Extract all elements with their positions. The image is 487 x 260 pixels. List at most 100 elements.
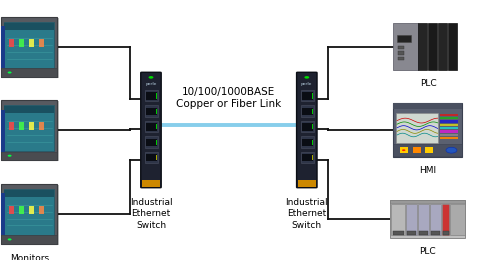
Bar xyxy=(418,23,427,70)
Bar xyxy=(302,92,313,100)
Bar xyxy=(39,122,44,130)
Bar xyxy=(1,184,57,244)
Bar xyxy=(431,231,440,235)
Bar xyxy=(440,134,458,136)
Bar xyxy=(1,110,4,152)
Bar xyxy=(429,23,437,70)
Bar xyxy=(301,121,314,132)
Bar xyxy=(312,109,313,114)
Bar xyxy=(4,22,55,68)
Bar xyxy=(390,200,466,203)
FancyBboxPatch shape xyxy=(141,72,161,188)
Bar xyxy=(393,144,462,156)
Bar xyxy=(1,193,4,235)
Bar xyxy=(4,105,55,151)
Bar xyxy=(440,137,458,139)
Bar xyxy=(2,18,59,78)
Bar xyxy=(440,130,458,133)
Bar xyxy=(393,103,462,157)
Bar xyxy=(147,108,157,115)
Bar xyxy=(312,140,313,145)
Bar xyxy=(430,204,441,235)
Bar xyxy=(4,23,55,30)
Bar xyxy=(142,180,160,187)
Bar xyxy=(425,147,433,153)
Bar xyxy=(302,108,313,115)
Bar xyxy=(440,120,458,123)
Text: HMI: HMI xyxy=(419,166,436,176)
Bar xyxy=(145,136,158,148)
Circle shape xyxy=(402,149,405,151)
Text: Industrial
Ethernet
Switch: Industrial Ethernet Switch xyxy=(130,198,172,230)
Bar xyxy=(419,231,428,235)
Text: perle: perle xyxy=(301,82,313,86)
FancyBboxPatch shape xyxy=(297,72,317,188)
Circle shape xyxy=(304,76,309,79)
Bar xyxy=(442,204,450,235)
Bar xyxy=(1,68,57,77)
Bar xyxy=(39,39,44,47)
Bar xyxy=(4,106,55,113)
Bar xyxy=(301,105,314,117)
Bar xyxy=(29,39,34,47)
Bar xyxy=(406,204,417,235)
Bar xyxy=(418,204,429,235)
Bar xyxy=(2,101,59,161)
Bar xyxy=(147,139,157,146)
Bar xyxy=(145,90,158,101)
Bar xyxy=(156,155,157,160)
Circle shape xyxy=(8,238,12,241)
Bar xyxy=(312,155,313,160)
Bar xyxy=(145,121,158,132)
Circle shape xyxy=(8,72,12,74)
Bar xyxy=(4,190,55,197)
Circle shape xyxy=(149,76,153,79)
Text: PLC: PLC xyxy=(420,79,437,88)
Bar xyxy=(312,124,313,129)
Bar xyxy=(301,152,314,163)
Bar xyxy=(147,92,157,100)
Bar xyxy=(145,152,158,163)
Bar xyxy=(302,123,313,131)
Text: PLC: PLC xyxy=(419,247,436,256)
Bar xyxy=(302,154,313,161)
Bar xyxy=(397,35,411,42)
Bar xyxy=(390,200,466,238)
Bar xyxy=(440,127,458,129)
Bar xyxy=(393,23,418,70)
Bar xyxy=(302,139,313,146)
Bar xyxy=(400,147,409,153)
Text: Industrial
Ethernet
Switch: Industrial Ethernet Switch xyxy=(285,198,328,230)
Bar xyxy=(392,204,405,235)
Bar xyxy=(393,103,462,109)
Circle shape xyxy=(446,147,457,153)
Bar xyxy=(29,206,34,214)
Bar xyxy=(1,152,57,160)
Bar xyxy=(147,154,157,161)
Bar xyxy=(1,100,57,160)
Bar xyxy=(9,122,14,130)
Bar xyxy=(1,17,57,77)
Text: perle: perle xyxy=(145,82,157,86)
Bar xyxy=(440,124,458,126)
Bar xyxy=(301,90,314,101)
Bar xyxy=(156,140,157,145)
Bar xyxy=(2,185,59,245)
Bar xyxy=(1,27,4,68)
Bar xyxy=(9,39,14,47)
Bar xyxy=(440,117,458,119)
Bar xyxy=(156,124,157,129)
Bar xyxy=(29,122,34,130)
Bar xyxy=(398,51,404,55)
Text: 10/100/1000BASE
Copper or Fiber Link: 10/100/1000BASE Copper or Fiber Link xyxy=(176,87,281,109)
Bar xyxy=(393,231,404,235)
Bar xyxy=(312,93,313,99)
Text: Monitors: Monitors xyxy=(10,254,49,260)
Bar xyxy=(398,46,404,49)
Bar xyxy=(1,235,57,244)
Bar xyxy=(19,206,24,214)
Bar xyxy=(156,109,157,114)
Bar xyxy=(39,206,44,214)
Bar xyxy=(398,57,404,60)
Bar xyxy=(298,180,316,187)
